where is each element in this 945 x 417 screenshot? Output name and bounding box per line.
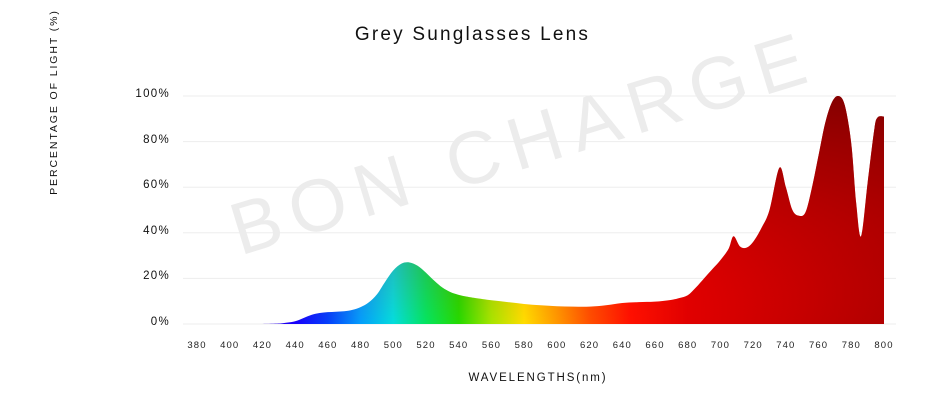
x-tick-label: 540	[449, 340, 469, 351]
x-tick-label: 500	[383, 340, 403, 351]
y-tick-label: 80%	[143, 133, 170, 146]
x-tick-label: 720	[743, 340, 763, 351]
x-tick-label: 760	[808, 340, 829, 351]
x-tick-label: 660	[645, 340, 665, 351]
x-tick-label: 420	[252, 340, 272, 351]
y-tick-label: 60%	[143, 179, 170, 192]
y-tick-label: 100%	[135, 88, 170, 100]
x-tick-label: 780	[841, 340, 861, 351]
x-tick-label: 380	[187, 340, 207, 351]
chart-title: Grey Sunglasses Lens	[354, 24, 591, 45]
x-tick-label: 480	[350, 340, 371, 351]
x-tick-label: 680	[678, 340, 698, 351]
x-tick-label: 700	[710, 340, 730, 351]
y-tick-label: 0%	[150, 316, 170, 328]
x-tick-label: 460	[318, 340, 338, 351]
spectrum-depth-shading	[197, 95, 884, 325]
x-tick-label: 800	[874, 340, 894, 351]
x-tick-label: 600	[547, 340, 567, 351]
x-tick-label: 560	[481, 340, 501, 351]
x-tick-label: 640	[612, 340, 632, 351]
x-tick-label: 580	[514, 340, 534, 351]
x-axis-title: WAVELENGTHS(nm)	[468, 372, 608, 384]
y-tick-label: 40%	[143, 224, 170, 237]
x-tick-label: 520	[416, 340, 436, 351]
x-tick-label: 400	[220, 340, 240, 351]
x-tick-label: 740	[776, 340, 796, 351]
x-tick-label: 620	[579, 340, 600, 351]
x-tick-label: 440	[285, 340, 305, 351]
y-tick-label: 20%	[143, 270, 170, 283]
